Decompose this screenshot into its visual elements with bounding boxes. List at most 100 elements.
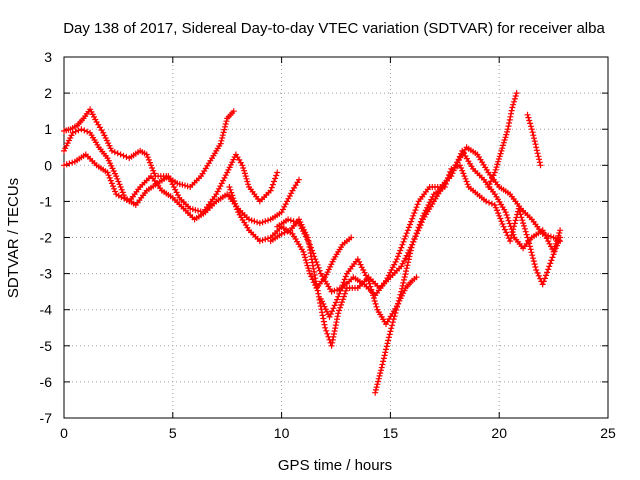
data-point: [497, 215, 504, 222]
data-point: [314, 284, 320, 291]
data-point: [405, 224, 412, 231]
data-point: [531, 135, 537, 142]
y-tick-label: 1: [44, 121, 52, 137]
data-point: [385, 334, 392, 341]
data-point: [528, 249, 535, 256]
data-point: [331, 302, 338, 309]
data-point: [397, 291, 404, 298]
data-point: [526, 240, 533, 247]
data-point: [442, 181, 449, 187]
data-point: [429, 193, 436, 200]
data-point: [69, 129, 76, 136]
data-point: [322, 324, 329, 331]
data-point: [251, 218, 258, 225]
x-tick-label: 5: [169, 425, 177, 441]
data-point: [330, 305, 337, 312]
data-point: [510, 226, 517, 233]
data-point: [326, 313, 333, 320]
data-point: [464, 181, 471, 188]
data-point: [234, 206, 241, 213]
data-point: [489, 175, 496, 182]
data-point: [331, 287, 338, 294]
data-point: [81, 127, 88, 134]
data-point: [338, 285, 345, 291]
data-point: [342, 287, 349, 294]
data-point: [269, 181, 276, 188]
data-point: [369, 289, 376, 296]
data-point: [323, 327, 330, 334]
data-point: [220, 129, 227, 136]
data-point: [115, 178, 122, 185]
data-point: [503, 131, 510, 138]
data-point: [406, 253, 413, 260]
data-point: [511, 98, 517, 105]
data-point: [313, 259, 320, 265]
data-point: [511, 220, 518, 227]
data-point: [300, 228, 307, 235]
data-point: [290, 218, 297, 225]
data-point: [278, 230, 285, 237]
data-point: [500, 223, 507, 230]
data-point: [407, 250, 414, 257]
data-point: [488, 200, 495, 207]
data-point: [373, 384, 380, 391]
data-point: [414, 227, 421, 234]
data-point: [151, 170, 158, 177]
data-point: [399, 241, 406, 248]
data-point: [521, 225, 528, 232]
data-point: [500, 142, 506, 149]
data-point: [287, 217, 294, 224]
data-point: [268, 184, 275, 191]
data-point: [555, 239, 561, 246]
data-point: [542, 232, 549, 239]
data-point: [78, 126, 85, 133]
y-tick-label: -5: [40, 338, 53, 354]
data-point: [391, 313, 398, 320]
data-point: [527, 120, 534, 127]
data-point: [543, 272, 549, 279]
data-point: [327, 311, 334, 317]
data-point: [409, 215, 416, 222]
data-point: [229, 192, 236, 199]
data-point: [365, 277, 372, 284]
data-point: [340, 296, 346, 303]
data-point: [375, 378, 382, 385]
data-point: [145, 156, 152, 163]
data-point: [528, 126, 535, 133]
y-tick-label: 0: [44, 157, 52, 173]
data-point: [400, 279, 407, 286]
data-point: [114, 175, 121, 182]
data-point: [393, 307, 400, 313]
data-point: [368, 286, 375, 293]
data-point: [348, 234, 355, 241]
data-point: [297, 222, 304, 229]
data-point: [108, 180, 115, 187]
data-point: [120, 152, 127, 159]
data-point: [550, 251, 557, 258]
data-point: [285, 216, 292, 223]
x-tick-label: 25: [600, 425, 616, 441]
data-point: [412, 207, 419, 214]
data-point: [385, 272, 392, 279]
data-point: [499, 221, 506, 227]
data-point: [425, 202, 432, 208]
data-point: [265, 235, 271, 242]
x-tick-label: 10: [274, 425, 290, 441]
data-point: [490, 172, 497, 179]
data-point: [513, 90, 520, 97]
data-point: [519, 217, 526, 224]
data-point: [462, 175, 469, 182]
data-point: [407, 247, 414, 254]
data-point: [301, 251, 308, 258]
data-point: [528, 123, 534, 130]
data-point: [545, 238, 552, 245]
data-point: [383, 346, 389, 353]
data-point: [228, 189, 235, 196]
data-point: [378, 364, 385, 371]
data-point: [402, 233, 409, 240]
data-point: [392, 258, 399, 265]
data-point: [231, 198, 238, 204]
data-point: [244, 178, 251, 185]
data-point: [486, 199, 492, 206]
data-point: [308, 273, 315, 280]
